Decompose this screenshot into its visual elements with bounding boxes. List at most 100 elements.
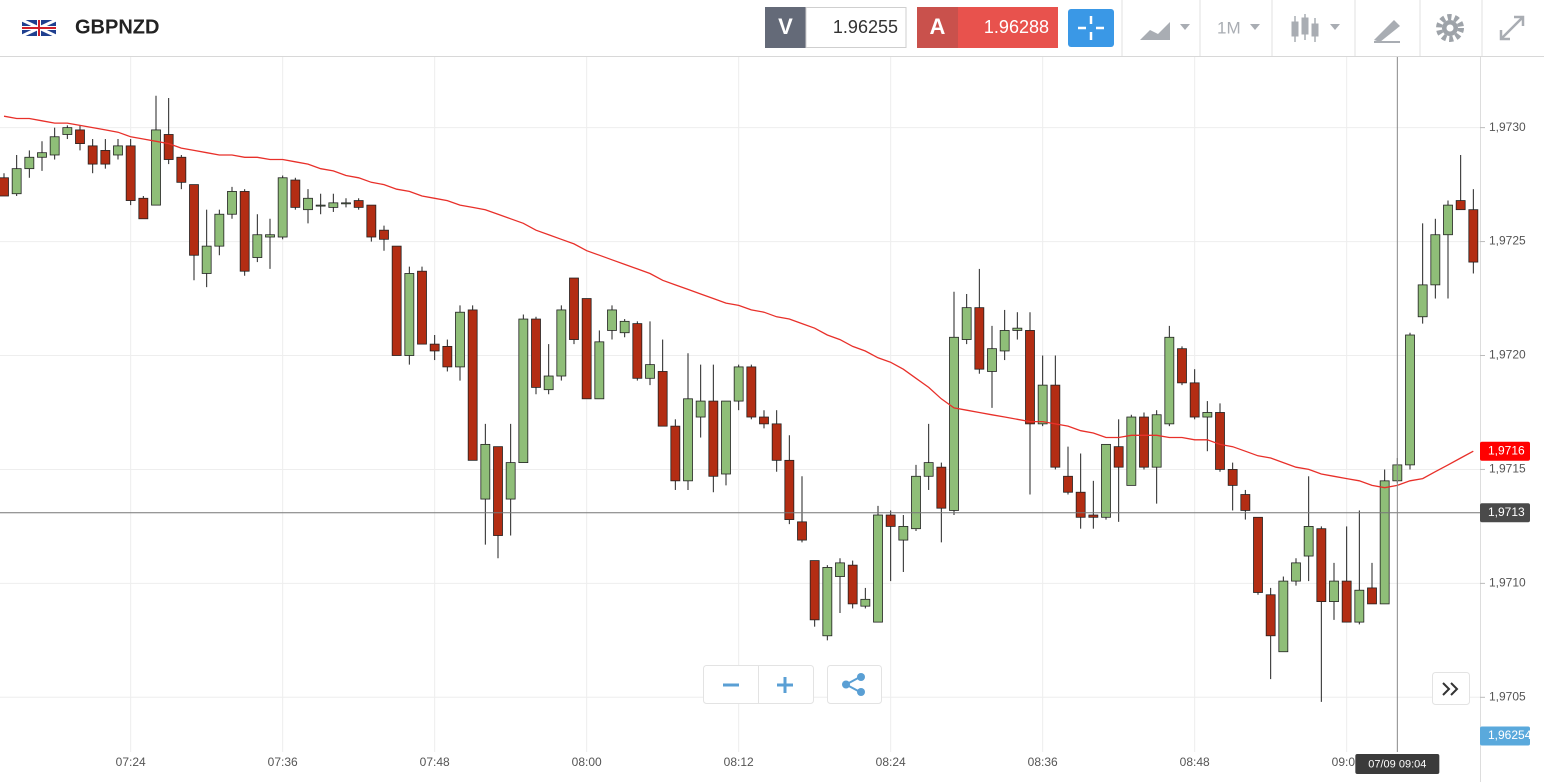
candle-body: [1278, 580, 1289, 653]
candle-body: [1341, 580, 1352, 623]
crosshair-y-tag: 1,9713: [1488, 505, 1525, 519]
candle-body: [1303, 526, 1314, 557]
candle-body: [353, 200, 364, 208]
candle-body: [1177, 348, 1187, 384]
y-tick-label: 1,9725: [1489, 234, 1526, 248]
candle-body: [0, 177, 9, 197]
timeframe-button[interactable]: 1M: [1217, 18, 1260, 37]
candle-body: [645, 364, 655, 379]
candle-body: [404, 273, 415, 356]
crosshair-x-box: [1355, 754, 1440, 774]
candle-body: [1164, 336, 1175, 425]
buy-price: 1.96288: [984, 17, 1049, 37]
candle-body: [62, 127, 73, 135]
buy-label: A: [930, 14, 946, 39]
candle-body: [657, 371, 668, 427]
candle-body: [201, 245, 212, 274]
x-tick-label: 09:00: [1332, 755, 1362, 769]
candle-body: [1050, 384, 1061, 468]
candle-body: [974, 307, 985, 370]
candle-body: [822, 567, 833, 637]
candle-body: [100, 150, 111, 165]
candle-body: [315, 204, 326, 207]
candle-body: [784, 459, 795, 520]
x-tick-label: 08:36: [1028, 755, 1058, 769]
sell-button[interactable]: V 1.96255: [765, 7, 907, 48]
candle-body: [1088, 514, 1099, 518]
candle-body: [265, 234, 275, 238]
y-tick-label: 1,9710: [1489, 576, 1526, 590]
candle-body: [860, 598, 871, 607]
candle-body: [1354, 589, 1365, 623]
candle-body: [87, 145, 98, 165]
candle-body: [1227, 469, 1238, 486]
candle-body: [1291, 562, 1301, 582]
candle-body: [138, 197, 149, 220]
candle-body: [328, 202, 339, 208]
candle-body: [277, 177, 288, 238]
candle-body: [1215, 412, 1225, 470]
candle-body: [480, 443, 491, 500]
flag-icon: [21, 18, 57, 38]
candle-body: [1367, 587, 1377, 605]
ma-value-tag-box: [1480, 441, 1530, 461]
candle-body: [151, 129, 161, 206]
settings-button[interactable]: [1436, 14, 1464, 42]
candle-body: [847, 564, 858, 605]
candle-body: [417, 270, 427, 345]
candle-body: [632, 323, 643, 379]
candle-body: [113, 145, 123, 156]
x-tick-label: 08:12: [724, 755, 754, 769]
candle-body: [683, 398, 693, 482]
x-tick-label: 07:36: [268, 755, 298, 769]
candle-body: [1265, 594, 1276, 637]
candle-body: [619, 320, 630, 334]
scroll-end-button[interactable]: [1432, 672, 1470, 705]
x-tick-label: 08:00: [572, 755, 602, 769]
header: GBPNZD V 1.96255 A 1.96288 1M: [0, 0, 1544, 57]
candle-body: [189, 184, 199, 256]
share-button[interactable]: [827, 665, 882, 704]
candle-body: [24, 156, 35, 170]
candle-body: [49, 136, 60, 156]
candle-body: [1316, 528, 1327, 603]
candle-body: [1139, 416, 1149, 468]
candle-body: [290, 179, 301, 208]
candle-body: [493, 446, 503, 536]
candle-body: [873, 514, 883, 623]
candle-body: [1329, 580, 1339, 603]
candle-body: [442, 345, 453, 368]
candle-body: [949, 336, 959, 511]
zoom-in[interactable]: [777, 677, 793, 693]
candle-body: [759, 416, 769, 425]
candle-body: [1113, 446, 1124, 468]
candle-body: [835, 562, 845, 577]
y-tick-label: 1,9730: [1489, 120, 1526, 134]
candle-body: [379, 229, 389, 240]
x-tick-label: 07:24: [116, 755, 146, 769]
crosshair-button[interactable]: [1068, 9, 1114, 47]
candle-body: [1455, 200, 1466, 211]
buy-button[interactable]: A 1.96288: [917, 7, 1058, 48]
candle-body: [176, 156, 187, 183]
candle-body: [1101, 443, 1111, 518]
candle-body: [37, 152, 47, 158]
draw-tool-button[interactable]: [1374, 20, 1400, 43]
candle-type-button[interactable]: [1291, 14, 1340, 42]
candle-body: [1417, 284, 1428, 318]
candle-body: [898, 526, 909, 541]
candle-body: [341, 202, 351, 205]
candle-body: [556, 309, 567, 377]
x-tick-label: 07:48: [420, 755, 450, 769]
candle-body: [733, 366, 744, 402]
candle-body: [594, 341, 605, 400]
crosshair-x-label: 07/09 09:04: [1368, 758, 1426, 770]
candle-body: [125, 145, 136, 201]
candle-body: [607, 309, 617, 331]
candle-body: [961, 307, 972, 340]
chart-type-button[interactable]: [1140, 22, 1190, 40]
candle-body: [467, 309, 478, 461]
fullscreen-button[interactable]: [1499, 15, 1525, 41]
candle-body: [531, 318, 541, 388]
